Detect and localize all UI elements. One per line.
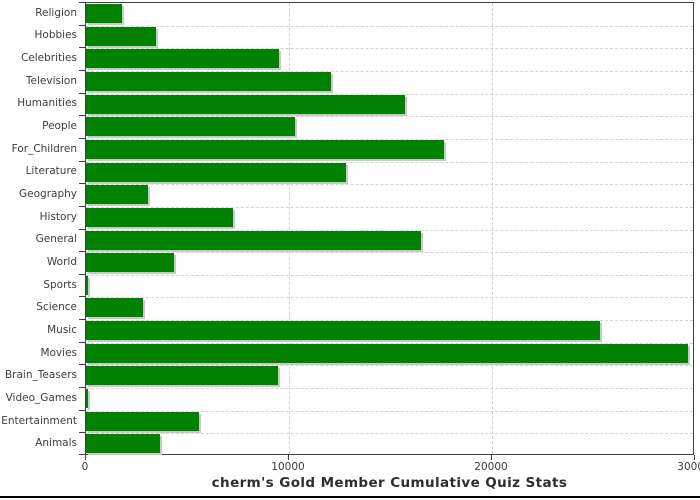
vertical-gridline (289, 3, 290, 454)
x-tick-label-0: 0 (81, 461, 89, 473)
bar-video_games (86, 389, 88, 409)
row-boundary-gridline (86, 25, 693, 27)
row-boundary-gridline (86, 388, 693, 390)
row-boundary-gridline (86, 138, 693, 140)
x-axis-tick (491, 455, 492, 460)
y-axis-tick (79, 319, 85, 321)
category-label-celebrities: Celebrities (20, 52, 77, 65)
category-label-world: World (46, 255, 77, 268)
y-axis-tick (79, 454, 85, 455)
bar-sports (86, 275, 88, 295)
category-label-entertainment: Entertainment (1, 414, 77, 427)
x-tick-label-30000: 30000 (677, 461, 700, 473)
category-label-people: People (42, 120, 77, 133)
bar-humanities (86, 94, 405, 114)
row-boundary-gridline (86, 320, 693, 322)
x-tick-label-10000: 10000 (271, 461, 305, 473)
category-label-sports: Sports (43, 278, 77, 291)
x-axis-tick (288, 455, 289, 460)
bar-history (86, 207, 234, 227)
category-label-video_games: Video_Games (5, 391, 77, 404)
category-label-brain_teasers: Brain_Teasers (4, 369, 77, 382)
bar-animals (86, 434, 161, 454)
category-label-general: General (35, 233, 77, 246)
row-boundary-gridline (86, 70, 693, 72)
bar-geography (86, 185, 148, 205)
row-boundary-gridline (86, 116, 693, 118)
chart-title: cherm's Gold Member Cumulative Quiz Stat… (211, 475, 568, 491)
y-axis-tick (79, 296, 85, 298)
row-boundary-gridline (86, 161, 693, 163)
bar-science (86, 298, 143, 318)
category-label-movies: Movies (40, 346, 77, 359)
y-axis-tick (79, 137, 85, 139)
y-axis-tick (79, 24, 85, 26)
row-boundary-gridline (86, 365, 693, 367)
row-boundary-gridline (86, 274, 693, 276)
y-axis-tick (79, 205, 85, 207)
bar-celebrities (86, 49, 279, 69)
y-axis-tick (79, 228, 85, 230)
bar-music (86, 321, 600, 341)
y-axis-tick (79, 341, 85, 343)
category-label-television: Television (25, 74, 77, 87)
bar-religion (86, 4, 122, 23)
bar-television (86, 71, 331, 91)
row-boundary-gridline (86, 342, 693, 344)
bottom-border-rule (0, 496, 700, 498)
category-label-science: Science (36, 301, 77, 314)
row-boundary-gridline (86, 297, 693, 299)
bar-for_children (86, 139, 445, 159)
row-boundary-gridline (86, 229, 693, 231)
y-axis-tick (79, 2, 85, 3)
plot-area (85, 2, 694, 455)
y-axis-tick (79, 251, 85, 253)
category-label-religion: Religion (35, 6, 77, 19)
y-axis-tick (79, 160, 85, 162)
y-axis-tick (79, 364, 85, 366)
category-label-history: History (39, 210, 77, 223)
category-label-literature: Literature (25, 165, 77, 178)
row-boundary-gridline (86, 410, 693, 412)
row-boundary-gridline (86, 252, 693, 254)
bar-literature (86, 162, 346, 182)
bar-movies (86, 343, 688, 363)
bar-brain_teasers (86, 366, 279, 386)
row-boundary-gridline (86, 206, 693, 208)
bar-people (86, 117, 296, 137)
y-axis-tick (79, 409, 85, 411)
row-boundary-gridline (86, 48, 693, 50)
bar-hobbies (86, 26, 157, 46)
row-boundary-gridline (86, 433, 693, 435)
y-axis-tick (79, 92, 85, 94)
y-axis-tick (79, 387, 85, 389)
y-axis-tick (79, 432, 85, 434)
x-axis-tick (694, 455, 695, 460)
row-boundary-gridline (86, 93, 693, 95)
bar-entertainment (86, 411, 199, 431)
y-axis-tick (79, 273, 85, 275)
vertical-gridline (492, 3, 493, 454)
bar-general (86, 230, 421, 250)
row-boundary-gridline (86, 184, 693, 186)
category-label-for_children: For_Children (11, 142, 77, 155)
x-axis-tick (85, 455, 86, 460)
y-axis-tick (79, 183, 85, 185)
category-label-animals: Animals (35, 437, 77, 450)
x-tick-label-20000: 20000 (474, 461, 508, 473)
category-label-humanities: Humanities (17, 97, 77, 110)
category-label-geography: Geography (19, 188, 77, 201)
y-axis-tick (79, 47, 85, 49)
category-label-music: Music (47, 323, 77, 336)
category-label-hobbies: Hobbies (34, 29, 78, 42)
bar-world (86, 253, 175, 273)
y-axis-tick (79, 115, 85, 117)
y-axis-tick (79, 69, 85, 71)
